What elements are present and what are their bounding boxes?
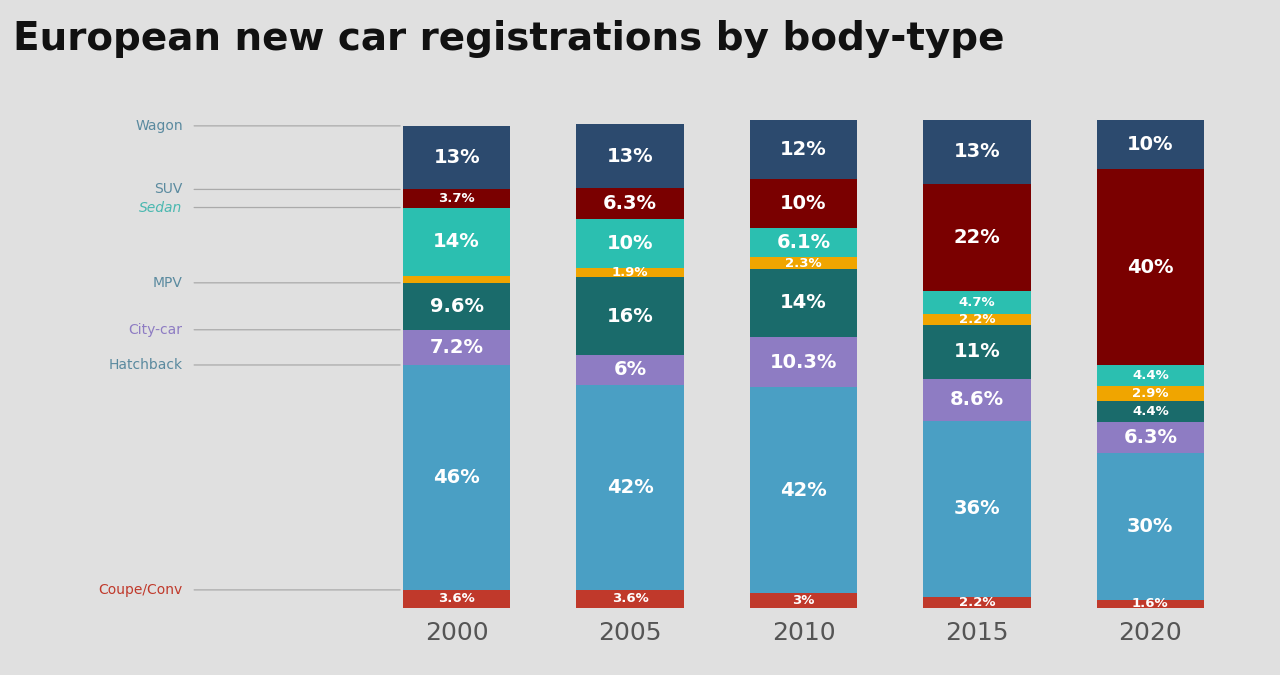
Text: 2.2%: 2.2%	[959, 313, 995, 326]
Bar	[403, 126, 511, 190]
Text: Wagon: Wagon	[136, 119, 183, 133]
Bar	[1097, 453, 1204, 599]
Bar	[403, 276, 511, 283]
Text: MPV: MPV	[152, 276, 183, 290]
Text: 2.2%: 2.2%	[959, 595, 995, 609]
Bar	[576, 219, 684, 268]
Text: 42%: 42%	[607, 478, 654, 497]
Bar	[923, 597, 1030, 608]
Text: 6.3%: 6.3%	[603, 194, 657, 213]
Bar	[403, 190, 511, 207]
Bar	[750, 120, 858, 179]
Text: 7.2%: 7.2%	[430, 338, 484, 357]
Text: 22%: 22%	[954, 228, 1000, 247]
Text: 3%: 3%	[792, 594, 814, 607]
Bar	[750, 337, 858, 387]
Bar	[1097, 387, 1204, 401]
Bar	[576, 268, 684, 277]
Text: 3.6%: 3.6%	[438, 592, 475, 605]
Text: 40%: 40%	[1128, 258, 1174, 277]
Text: 30%: 30%	[1128, 517, 1174, 536]
Text: 8.6%: 8.6%	[950, 390, 1004, 409]
Bar	[750, 179, 858, 227]
Text: 4.4%: 4.4%	[1132, 369, 1169, 382]
Text: 3.7%: 3.7%	[438, 192, 475, 205]
Bar	[750, 593, 858, 608]
Text: European new car registrations by body-type: European new car registrations by body-t…	[13, 20, 1005, 58]
Text: 13%: 13%	[434, 148, 480, 167]
Bar	[403, 283, 511, 330]
Bar	[1097, 599, 1204, 608]
Text: 6.1%: 6.1%	[777, 233, 831, 252]
Text: 9.6%: 9.6%	[430, 297, 484, 316]
Text: Sedan: Sedan	[140, 200, 183, 215]
Text: 16%: 16%	[607, 306, 654, 325]
Text: 10%: 10%	[781, 194, 827, 213]
Text: 10.3%: 10.3%	[769, 353, 837, 372]
Bar	[750, 269, 858, 337]
Bar	[576, 355, 684, 385]
Text: 10%: 10%	[607, 234, 653, 252]
Bar	[923, 184, 1030, 291]
Bar	[923, 421, 1030, 597]
Text: 2.3%: 2.3%	[785, 256, 822, 269]
Text: 42%: 42%	[780, 481, 827, 500]
Text: 1.6%: 1.6%	[1132, 597, 1169, 610]
Bar	[923, 120, 1030, 184]
Text: 14%: 14%	[434, 232, 480, 251]
Bar	[1097, 365, 1204, 387]
Bar	[1097, 422, 1204, 453]
Bar	[403, 207, 511, 276]
Text: 12%: 12%	[780, 140, 827, 159]
Bar	[750, 257, 858, 269]
Bar	[403, 330, 511, 365]
Text: 14%: 14%	[780, 294, 827, 313]
Bar	[750, 387, 858, 593]
Bar	[403, 590, 511, 608]
Text: 10%: 10%	[1128, 136, 1174, 155]
Bar	[1097, 121, 1204, 169]
Bar	[576, 590, 684, 608]
Text: 1.9%: 1.9%	[612, 266, 649, 279]
Bar	[576, 277, 684, 355]
Text: 4.4%: 4.4%	[1132, 405, 1169, 418]
Bar	[1097, 169, 1204, 365]
Bar	[923, 291, 1030, 314]
Bar	[923, 314, 1030, 325]
Bar	[923, 325, 1030, 379]
Text: SUV: SUV	[155, 182, 183, 196]
Text: 3.6%: 3.6%	[612, 592, 649, 605]
Text: 4.7%: 4.7%	[959, 296, 996, 309]
Text: 2.9%: 2.9%	[1132, 387, 1169, 400]
Text: 6.3%: 6.3%	[1124, 428, 1178, 447]
Text: 13%: 13%	[954, 142, 1000, 161]
Text: 46%: 46%	[434, 468, 480, 487]
Bar	[1097, 401, 1204, 422]
Text: Hatchback: Hatchback	[109, 358, 183, 372]
Bar	[750, 227, 858, 257]
Text: 11%: 11%	[954, 342, 1000, 361]
Bar	[576, 385, 684, 590]
Text: City-car: City-car	[129, 323, 183, 337]
Text: 36%: 36%	[954, 500, 1000, 518]
Bar	[923, 379, 1030, 421]
Bar	[403, 365, 511, 590]
Bar	[576, 124, 684, 188]
Text: Coupe/Conv: Coupe/Conv	[99, 583, 183, 597]
Bar	[576, 188, 684, 219]
Text: 13%: 13%	[607, 146, 653, 165]
Text: 6%: 6%	[613, 360, 646, 379]
